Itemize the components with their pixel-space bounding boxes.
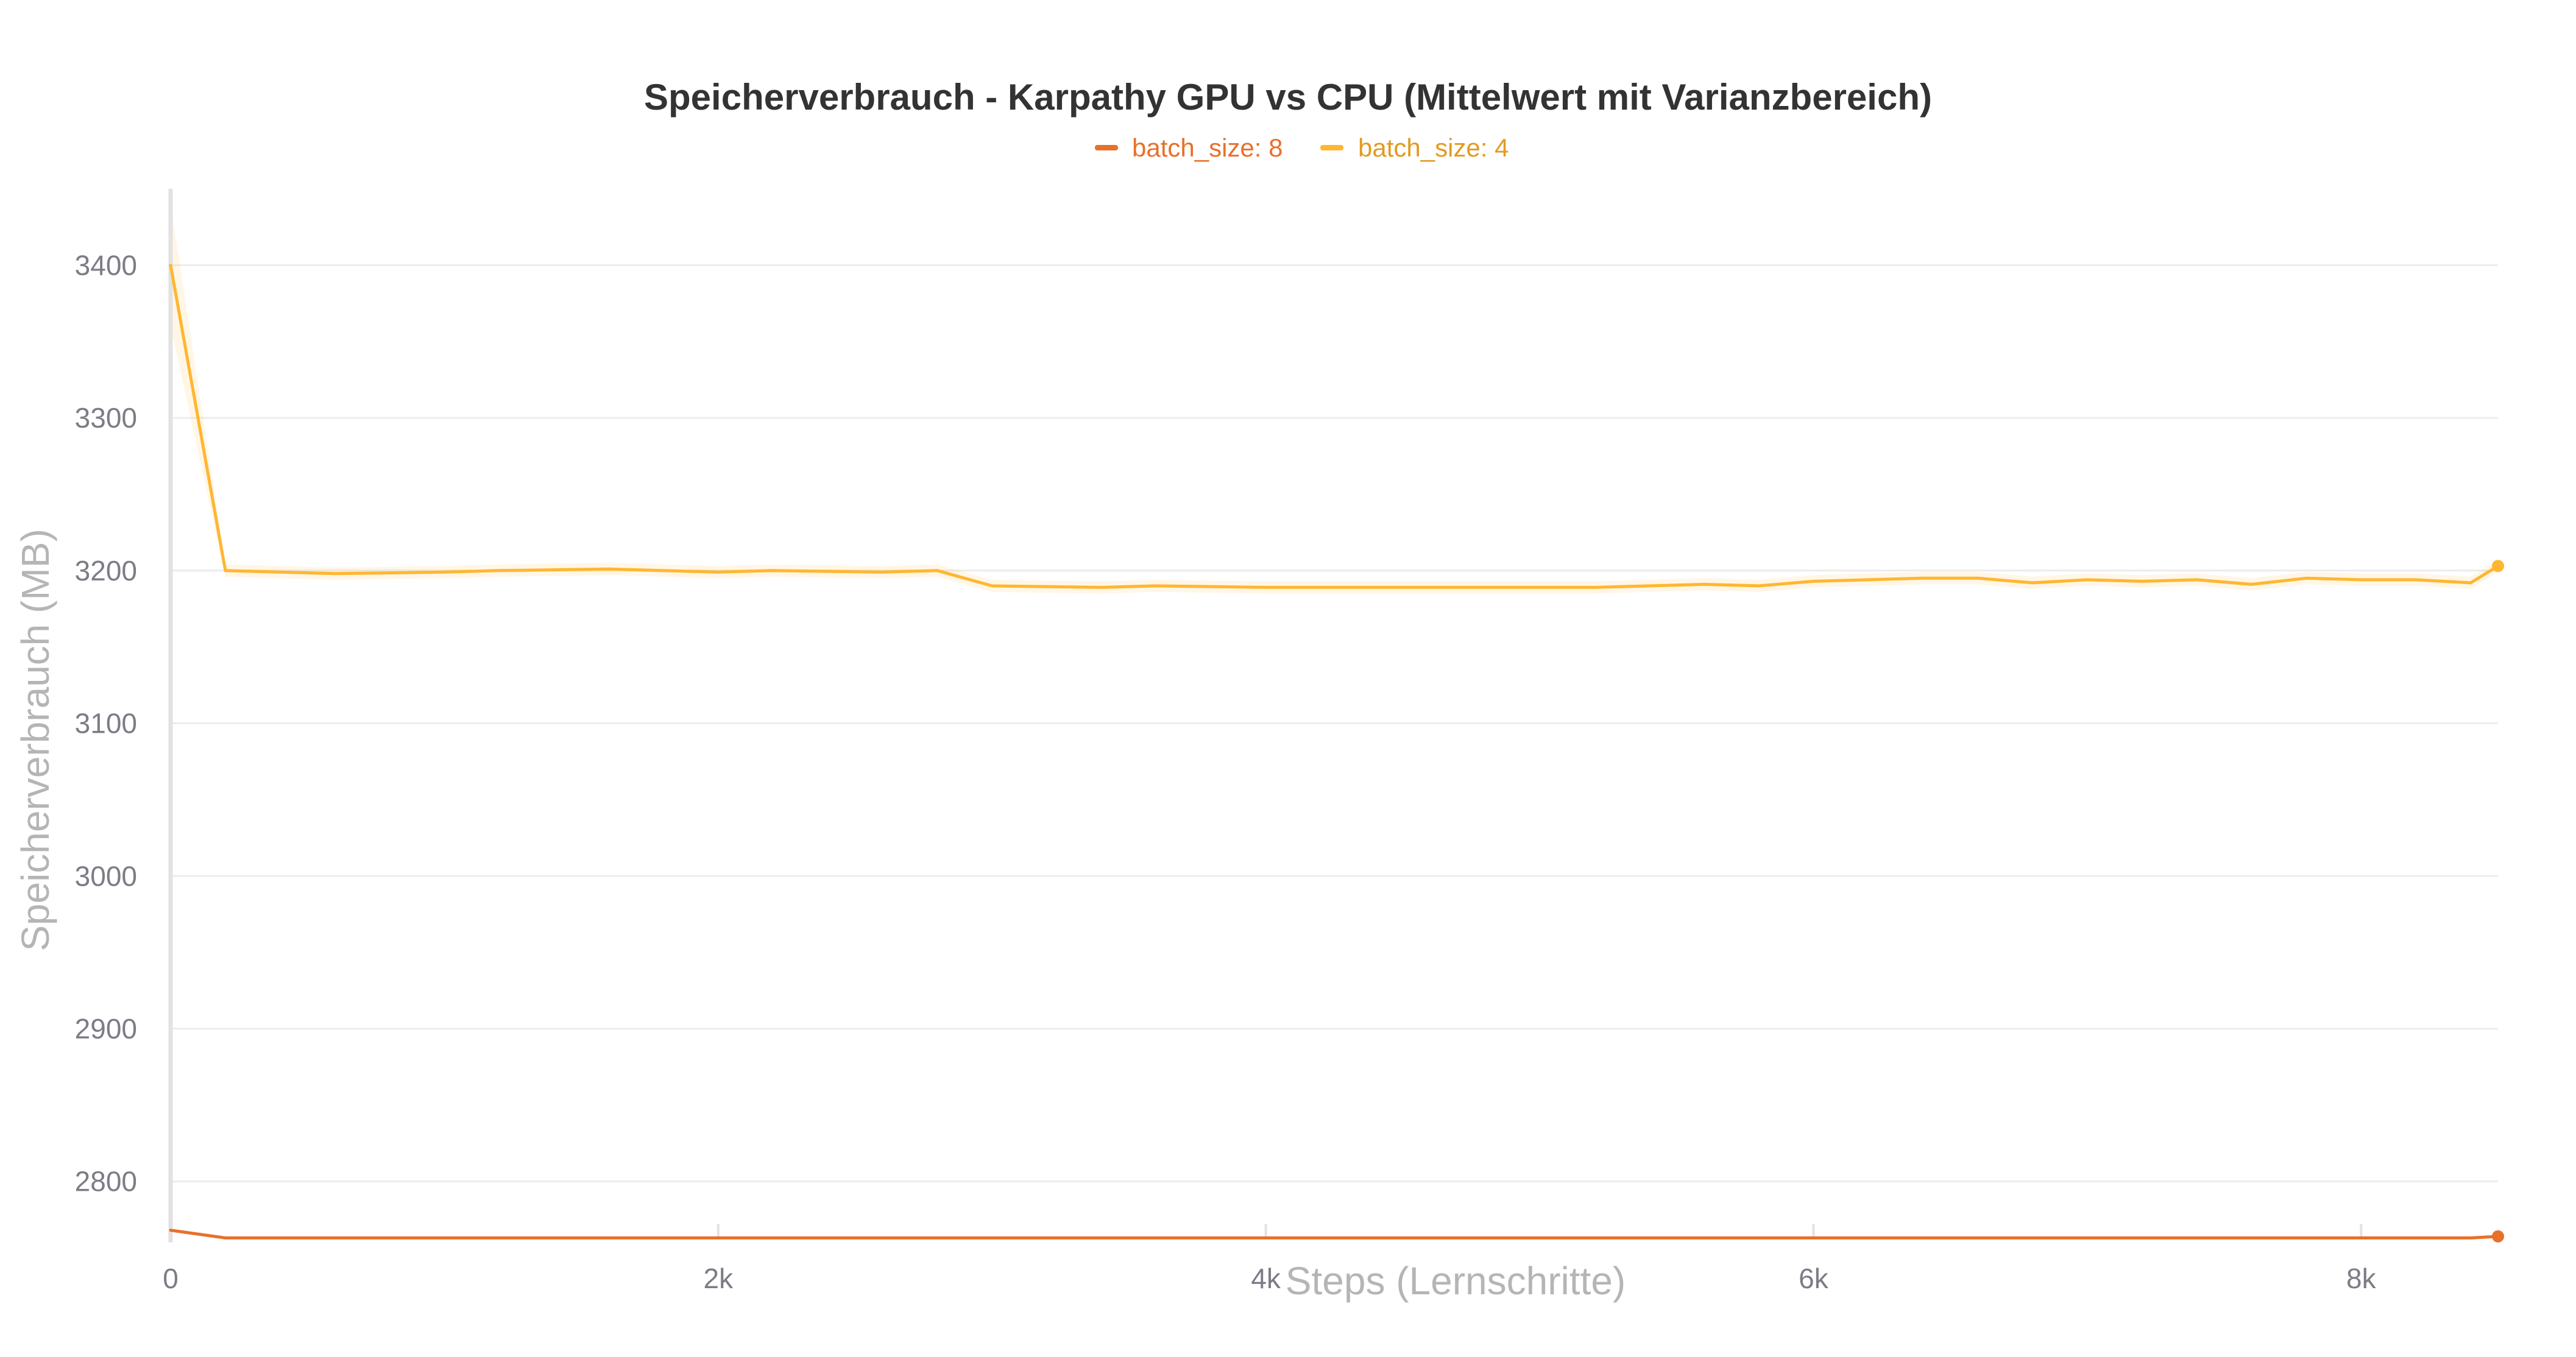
series-endpoints <box>2492 560 2504 1242</box>
x-tick-label-4000: 4k <box>1251 1263 1281 1294</box>
x-axis-ticks: 0 2k 4k 6k 8k <box>163 1224 2377 1294</box>
legend-item-batch-size-8[interactable]: batch_size: 8 <box>1095 133 1283 162</box>
y-tick-label-2900: 2900 <box>75 1013 137 1045</box>
gridlines <box>171 264 2498 1183</box>
y-tick-label-3400: 3400 <box>75 249 137 281</box>
series-line-batch-size-8 <box>169 1228 2500 1239</box>
legend-label-batch-size-8: batch_size: 8 <box>1132 133 1283 162</box>
y-tick-label-2800: 2800 <box>75 1166 137 1197</box>
x-tick-label-2000: 2k <box>704 1263 734 1294</box>
series-endpoint-batch-size-4 <box>2492 560 2504 573</box>
y-axis-ticks: 2800 2900 3000 3100 3200 3300 3400 <box>75 249 137 1197</box>
variance-band-batch-size-4 <box>171 204 2498 594</box>
series-line-batch-size-4 <box>169 263 2500 589</box>
x-tick-label-8000: 8k <box>2346 1263 2377 1294</box>
y-tick-label-3100: 3100 <box>75 708 137 739</box>
x-tick-label-0: 0 <box>163 1263 179 1294</box>
variance-bands <box>171 204 2498 1239</box>
legend-label-batch-size-4: batch_size: 4 <box>1358 133 1509 162</box>
x-tick-label-6000: 6k <box>1799 1263 1829 1294</box>
series-endpoint-batch-size-8 <box>2492 1230 2504 1242</box>
y-tick-label-3200: 3200 <box>75 555 137 587</box>
legend-item-batch-size-4[interactable]: batch_size: 4 <box>1320 133 1509 162</box>
chart-title: Speicherverbrauch - Karpathy GPU vs CPU … <box>644 77 1932 118</box>
legend-swatch-batch-size-8 <box>1095 145 1118 150</box>
x-axis-title: Steps (Lernschritte) <box>1286 1259 1626 1303</box>
legend[interactable]: batch_size: 8 batch_size: 4 <box>1095 133 1509 162</box>
y-tick-label-3300: 3300 <box>75 402 137 434</box>
y-tick-label-3000: 3000 <box>75 860 137 892</box>
series-lines <box>169 263 2500 1239</box>
y-axis-title: Speicherverbrauch (MB) <box>13 529 57 951</box>
legend-swatch-batch-size-4 <box>1320 145 1343 150</box>
